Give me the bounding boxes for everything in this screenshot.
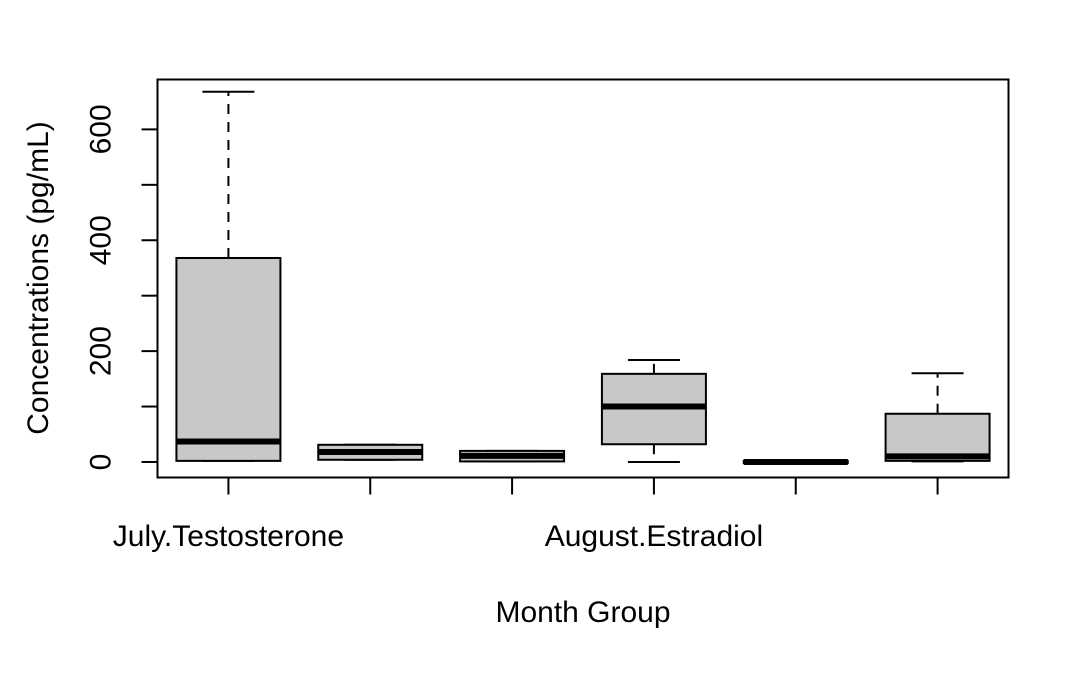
box-group [884, 372, 991, 463]
box-iqr [884, 412, 991, 462]
x-tick-label: August.Estradiol [545, 520, 763, 553]
box-group [317, 443, 424, 461]
box-group [742, 458, 849, 465]
y-tick-label: 200 [85, 326, 118, 376]
y-axis: 0 200 400 600 [85, 104, 159, 471]
y-tick-label: 400 [85, 215, 118, 265]
y-tick-label: 0 [85, 454, 118, 471]
box-iqr [175, 256, 282, 462]
plot-frame [156, 78, 1010, 479]
y-axis-title: Concentrations (pg/mL) [22, 121, 55, 434]
y-tick-label: 600 [85, 104, 118, 154]
box-group [175, 90, 282, 462]
x-axis-title: Month Group [495, 596, 670, 629]
box-group [600, 358, 707, 463]
x-tick-label: July.Testosterone [113, 520, 344, 553]
box-group [459, 449, 566, 463]
x-axis: July.Testosterone August.Estradiol [113, 476, 939, 553]
boxes-layer [175, 90, 991, 465]
